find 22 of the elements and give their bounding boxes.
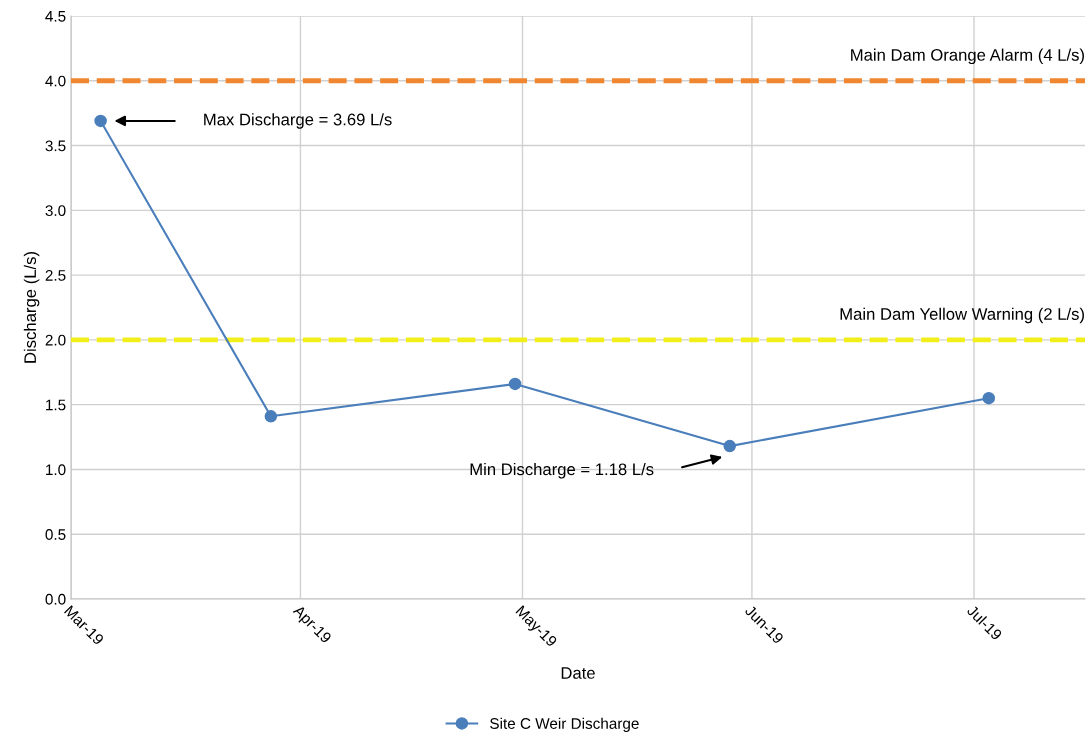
y-tick-label: 0.0 bbox=[45, 593, 66, 605]
ref-line-label: Main Dam Orange Alarm (4 L/s) bbox=[851, 48, 1084, 65]
legend-label: Site C Weir Discharge bbox=[490, 717, 639, 732]
point bbox=[508, 377, 522, 391]
point bbox=[264, 410, 278, 423]
annotation: Max Discharge = 3.69 L/s bbox=[204, 113, 392, 129]
x-axis-title: Date bbox=[561, 667, 595, 679]
y-tick-label: 1.5 bbox=[46, 399, 66, 411]
ref-line-label: Main Dam Yellow Warning (2 L/s) bbox=[840, 307, 1084, 324]
y-tick-label: 4.5 bbox=[45, 11, 66, 22]
y-axis-title: Discharge (L/s) bbox=[23, 252, 40, 363]
point bbox=[982, 391, 996, 405]
y-tick-label: 3.0 bbox=[45, 205, 66, 217]
y-tick-label: 0.5 bbox=[45, 529, 66, 540]
y-tick-label: 3.5 bbox=[45, 140, 66, 152]
point bbox=[723, 439, 736, 453]
y-tick-label: 2.5 bbox=[45, 269, 66, 281]
point bbox=[94, 114, 107, 128]
y-tick-label: 2.0 bbox=[45, 334, 66, 346]
y-tick-label: 1.0 bbox=[46, 464, 66, 476]
annotation: Min Discharge = 1.18 L/s bbox=[470, 462, 654, 479]
y-tick-label: 4.0 bbox=[45, 75, 66, 87]
